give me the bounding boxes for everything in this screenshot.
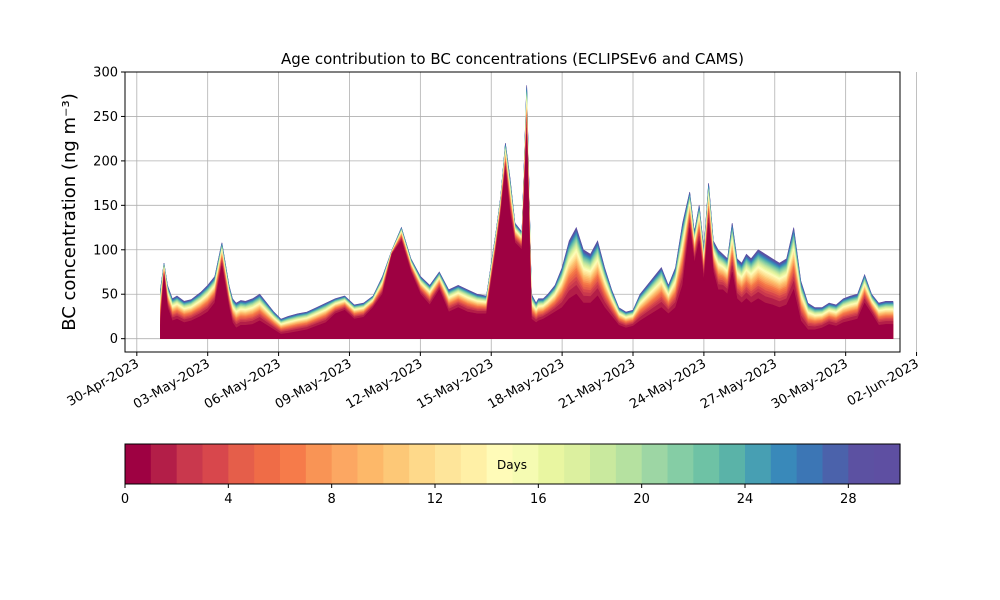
colorbar-swatch [357,444,384,484]
age-bands [160,85,894,339]
colorbar-label: Days [497,458,527,472]
colorbar-tick-label: 16 [530,492,547,507]
colorbar-swatch [150,444,178,484]
x-tick-label: 02-Jun-2023 [845,356,922,409]
colorbar-swatch [745,444,772,484]
x-tick-label: 12-May-2023 [344,356,426,412]
colorbar-swatch [305,444,333,484]
y-tick-label: 150 [93,199,118,214]
plot-frame [124,71,901,353]
colorbar-swatch [641,444,669,484]
colorbar-tick-label: 28 [840,492,857,507]
x-axis: 30-Apr-202303-May-202306-May-202309-May-… [65,352,922,412]
chart-title: Age contribution to BC concentrations (E… [281,50,744,68]
age-band-0 [160,134,894,339]
y-tick-label: 0 [110,332,118,347]
y-axis-label: BC concentration (ng m⁻³) [59,93,80,331]
x-tick-label: 09-May-2023 [273,356,355,412]
y-tick-label: 100 [93,243,118,258]
colorbar-swatch [435,444,462,484]
colorbar-ticks: 0 4 8 12 16 20 24 28 [121,484,857,507]
y-axis: 0 50 100 150 200 250 300 [93,66,125,347]
colorbar-swatch [874,444,901,484]
colorbar-swatch [848,444,875,484]
colorbar-swatch [228,444,255,484]
x-tick-label: 30-Apr-2023 [65,356,142,409]
colorbar-tick-label: 8 [328,492,336,507]
colorbar-frame [124,443,901,485]
colorbar-swatch [693,444,720,484]
colorbar-tick-label: 0 [121,492,129,507]
x-tick-label: 24-May-2023 [627,356,709,412]
colorbar-swatch [176,444,204,484]
colorbar [125,444,901,484]
colorbar-swatch [667,444,694,484]
x-tick-label: 30-May-2023 [769,356,851,412]
x-tick-label: 21-May-2023 [556,356,638,412]
colorbar-swatch [538,444,565,484]
x-tick-label: 15-May-2023 [415,356,497,412]
colorbar-swatch [770,444,798,484]
colorbar-swatch [254,444,281,484]
colorbar-swatch [331,444,359,484]
colorbar-swatch [125,444,152,484]
x-tick-label: 18-May-2023 [485,356,567,412]
colorbar-swatch [460,444,488,484]
x-tick-label: 06-May-2023 [202,356,284,412]
colorbar-swatch [409,444,436,484]
colorbar-swatch [202,444,229,484]
colorbar-swatch [796,444,824,484]
y-tick-label: 250 [93,110,118,125]
x-tick-label: 27-May-2023 [698,356,780,412]
colorbar-tick-label: 24 [737,492,754,507]
colorbar-swatch [383,444,410,484]
colorbar-swatch [822,444,849,484]
colorbar-swatch [512,444,539,484]
colorbar-swatch [719,444,746,484]
colorbar-swatch [280,444,307,484]
colorbar-swatch [590,444,617,484]
y-tick-label: 300 [93,66,118,81]
y-tick-label: 200 [93,154,118,169]
x-tick-label: 03-May-2023 [131,356,213,412]
colorbar-tick-label: 4 [224,492,232,507]
y-tick-label: 50 [101,288,118,303]
colorbar-swatch [564,444,591,484]
colorbar-tick-label: 12 [427,492,444,507]
colorbar-tick-label: 20 [633,492,650,507]
colorbar-swatch [486,444,514,484]
colorbar-swatch [615,444,643,484]
